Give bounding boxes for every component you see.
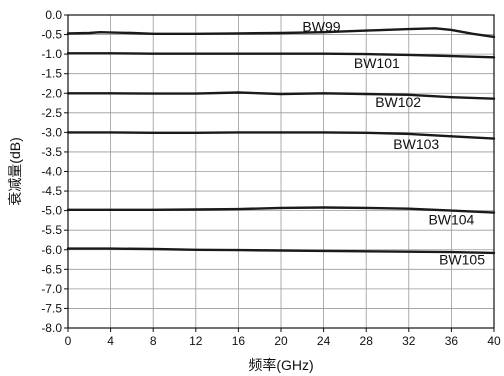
y-tick-label: 0.0 [45, 8, 62, 22]
y-tick-label: -2.0 [41, 86, 62, 100]
x-tick-label: 40 [487, 334, 501, 348]
y-tick-label: -0.5 [41, 28, 62, 42]
series-line-bw104 [66, 206, 496, 214]
y-tick-label: -4.0 [41, 165, 62, 179]
plot-series [66, 27, 496, 255]
x-tick-label: 0 [65, 334, 72, 348]
y-tick-label: -6.5 [41, 262, 62, 276]
x-tick-label: 32 [402, 334, 416, 348]
y-tick-label: -7.0 [41, 282, 62, 296]
y-tick-label: -5.5 [41, 223, 62, 237]
series-label-bw103: BW103 [393, 136, 439, 152]
y-tick-label: -8.0 [41, 321, 62, 335]
x-tick-label: 20 [274, 334, 288, 348]
series-label-bw101: BW101 [354, 55, 400, 71]
x-tick-label: 28 [360, 334, 374, 348]
y-tick-label: -2.5 [41, 106, 62, 120]
series-line-bw102 [66, 91, 496, 100]
series-labels: BW99 BW101 BW102 BW103 BW104 BW105 [302, 19, 485, 268]
series-label-bw99: BW99 [302, 19, 340, 35]
series-line-bw103 [66, 131, 496, 140]
series-label-bw105: BW105 [439, 252, 485, 268]
x-tick-label: 36 [445, 334, 459, 348]
plot-ticks: 0.0 -0.5 -1.0 -1.5 -2.0 -2.5 -3.0 -3.5 -4.0 -4.5 -… [41, 8, 501, 348]
x-tick-label: 4 [107, 334, 114, 348]
y-tick-label: -4.5 [41, 184, 62, 198]
y-tick-label: -6.0 [41, 243, 62, 257]
y-tick-label: -1.5 [41, 67, 62, 81]
series-label-bw104: BW104 [428, 212, 474, 228]
x-tick-label: 8 [150, 334, 157, 348]
y-axis-title: 衰减量(dB) [7, 137, 23, 205]
series-line-bw105 [66, 247, 496, 255]
x-tick-label: 12 [189, 334, 203, 348]
series-line-bw101 [66, 52, 496, 59]
y-tick-label: -5.0 [41, 204, 62, 218]
series-label-bw102: BW102 [375, 94, 421, 110]
x-tick-label: 24 [317, 334, 331, 348]
x-axis-title: 频率(GHz) [248, 357, 313, 373]
y-tick-label: -3.5 [41, 145, 62, 159]
x-tick-label: 16 [232, 334, 246, 348]
series-line-bw99 [66, 27, 496, 39]
y-tick-label: -7.5 [41, 301, 62, 315]
plot-grid [67, 14, 495, 329]
y-tick-label: -1.0 [41, 47, 62, 61]
y-tick-label: -3.0 [41, 125, 62, 139]
